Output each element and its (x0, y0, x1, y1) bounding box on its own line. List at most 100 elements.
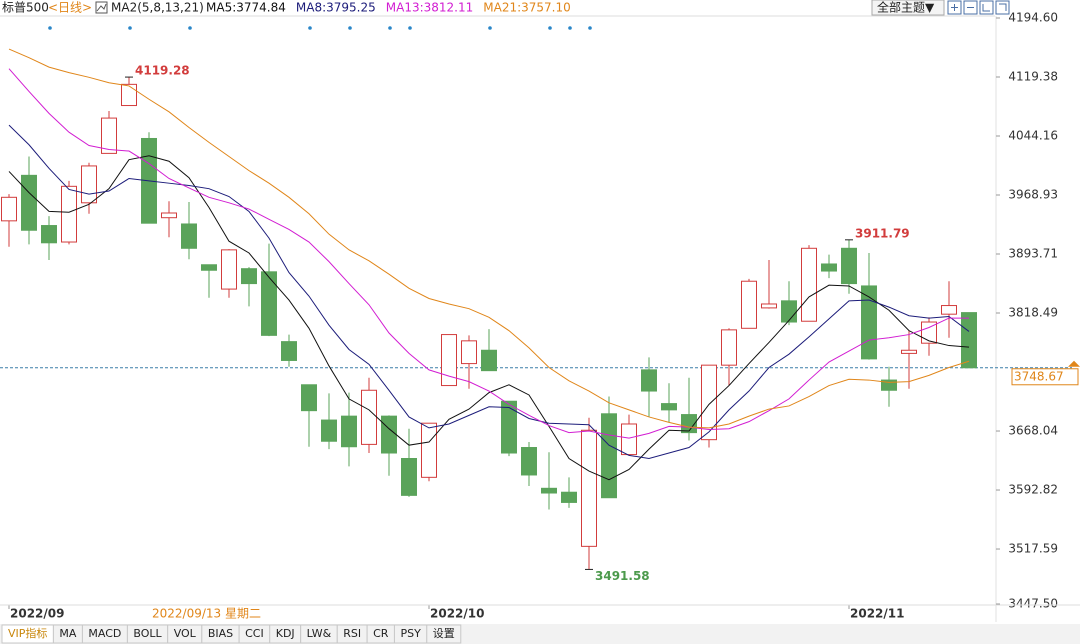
legend-entry: MA21:3757.10 (483, 1, 571, 15)
candle-body (821, 263, 837, 272)
tab-label[interactable]: RSI (343, 627, 361, 640)
tab[interactable]: BOLL (126, 624, 169, 644)
tab-label[interactable]: BOLL (133, 627, 162, 640)
ma-line (8, 68, 969, 439)
candle-body (41, 225, 57, 244)
candle-body (961, 312, 977, 369)
candle-body (801, 247, 817, 322)
toolbar-icons[interactable] (947, 0, 1010, 15)
tab[interactable]: BIAS (201, 624, 240, 644)
candle-body (861, 285, 877, 360)
y-tick-label: 3668.04 (1008, 424, 1058, 438)
tab-label[interactable]: 设置 (433, 627, 455, 640)
candle-body (721, 329, 737, 366)
candle-body (761, 303, 777, 309)
candle-body (121, 83, 137, 107)
tab-label[interactable]: CCI (245, 627, 264, 640)
tab[interactable]: CCI (238, 624, 271, 644)
tab-box[interactable] (426, 624, 462, 644)
annotation-label: 3911.79 (855, 226, 910, 240)
candle-body (201, 264, 217, 271)
tab[interactable]: VIP指标 (1, 624, 54, 644)
tab[interactable]: PSY (393, 624, 428, 644)
last-price-arrow (1068, 360, 1080, 367)
candle-body (61, 185, 77, 243)
y-tick-label: 3968.93 (1008, 188, 1058, 202)
ma-icon[interactable] (95, 1, 108, 14)
candle-body (561, 491, 577, 503)
candle-body (941, 305, 957, 315)
candle-body (701, 364, 717, 441)
annotation-label: 4119.28 (135, 64, 190, 78)
ma-line (8, 124, 970, 460)
tab-label[interactable]: BIAS (208, 627, 233, 640)
candle-body (261, 271, 277, 336)
candle-body (81, 165, 97, 204)
tab[interactable]: RSI (336, 624, 368, 644)
tab-label[interactable]: PSY (400, 627, 421, 640)
candle-body (841, 247, 857, 285)
plot-area: 4119.28 3911.79 3491.58 (0, 48, 1072, 609)
candle-body (1, 196, 17, 222)
candle-body (681, 414, 697, 434)
theme-button[interactable]: 全部主题▼ (877, 0, 935, 15)
tab-label[interactable]: VOL (174, 627, 197, 640)
ma-line (8, 48, 970, 429)
tab-label[interactable]: VIP指标 (8, 626, 47, 640)
legend-entry: MA5:3774.84 (206, 1, 286, 15)
tab-label[interactable]: MACD (88, 627, 121, 640)
candle-body (381, 415, 397, 454)
tab-label[interactable]: KDJ (276, 627, 295, 640)
last-price-label: 3748.67 (1014, 369, 1064, 383)
legend-entry: MA8:3795.25 (296, 1, 376, 15)
y-tick-label: 4119.38 (1008, 70, 1058, 84)
x-tick-label: 2022/09 (10, 607, 64, 621)
ma-label[interactable]: MA2(5,8,13,21) (111, 1, 204, 15)
candle-body (221, 249, 237, 290)
tab[interactable]: MACD (81, 624, 128, 644)
candle-body (601, 413, 617, 499)
candle-body (461, 340, 477, 365)
candle-body (901, 349, 917, 354)
theme-button-box[interactable] (871, 0, 945, 16)
period[interactable]: <日线> (48, 1, 92, 15)
event-markers[interactable] (48, 26, 592, 30)
tab[interactable]: LW& (300, 624, 338, 644)
ma-line (8, 155, 970, 481)
y-axis: 4194.60 4119.38 4044.16 3968.93 3893.71 3818.… (996, 11, 1080, 611)
candle-body (881, 379, 897, 391)
y-tick-label: 4044.16 (1008, 129, 1058, 143)
candle-body (181, 223, 197, 249)
tab[interactable]: VOL (167, 624, 203, 644)
tab-label[interactable]: LW& (307, 627, 332, 640)
candle-body (321, 419, 337, 442)
tab-label[interactable]: MA (59, 627, 76, 640)
last-price-box (1011, 368, 1079, 386)
candle-body (741, 280, 757, 329)
legend-entry: MA13:3812.11 (386, 1, 474, 15)
tab[interactable]: KDJ (269, 624, 302, 644)
candle-body (21, 174, 37, 231)
candle-body (361, 389, 377, 445)
legend: MA5:3774.84 MA8:3795.25 MA13:3812.11 MA21:3… (206, 1, 571, 15)
y-tick-label: 3592.82 (1008, 483, 1058, 497)
tab[interactable]: 设置 (426, 624, 462, 644)
chart-title: 标普500 (2, 1, 49, 15)
candle-body (241, 268, 257, 285)
ma-icon-glyph (96, 3, 107, 12)
candle-body (161, 212, 177, 219)
annotation-label: 3491.58 (595, 569, 650, 583)
tab-label[interactable]: CR (373, 627, 389, 640)
candle-body (341, 415, 357, 448)
cursor-date: 2022/09/13 星期二 (152, 607, 261, 621)
x-tick-label: 2022/10 (430, 607, 484, 621)
tab[interactable]: CR (366, 624, 395, 644)
candle-body (621, 423, 637, 456)
candle-body (661, 403, 677, 411)
y-tick-label: 3447.50 (1008, 597, 1058, 611)
candle-body (581, 429, 597, 547)
tab[interactable]: MA (52, 624, 83, 644)
candle-body (101, 117, 117, 154)
